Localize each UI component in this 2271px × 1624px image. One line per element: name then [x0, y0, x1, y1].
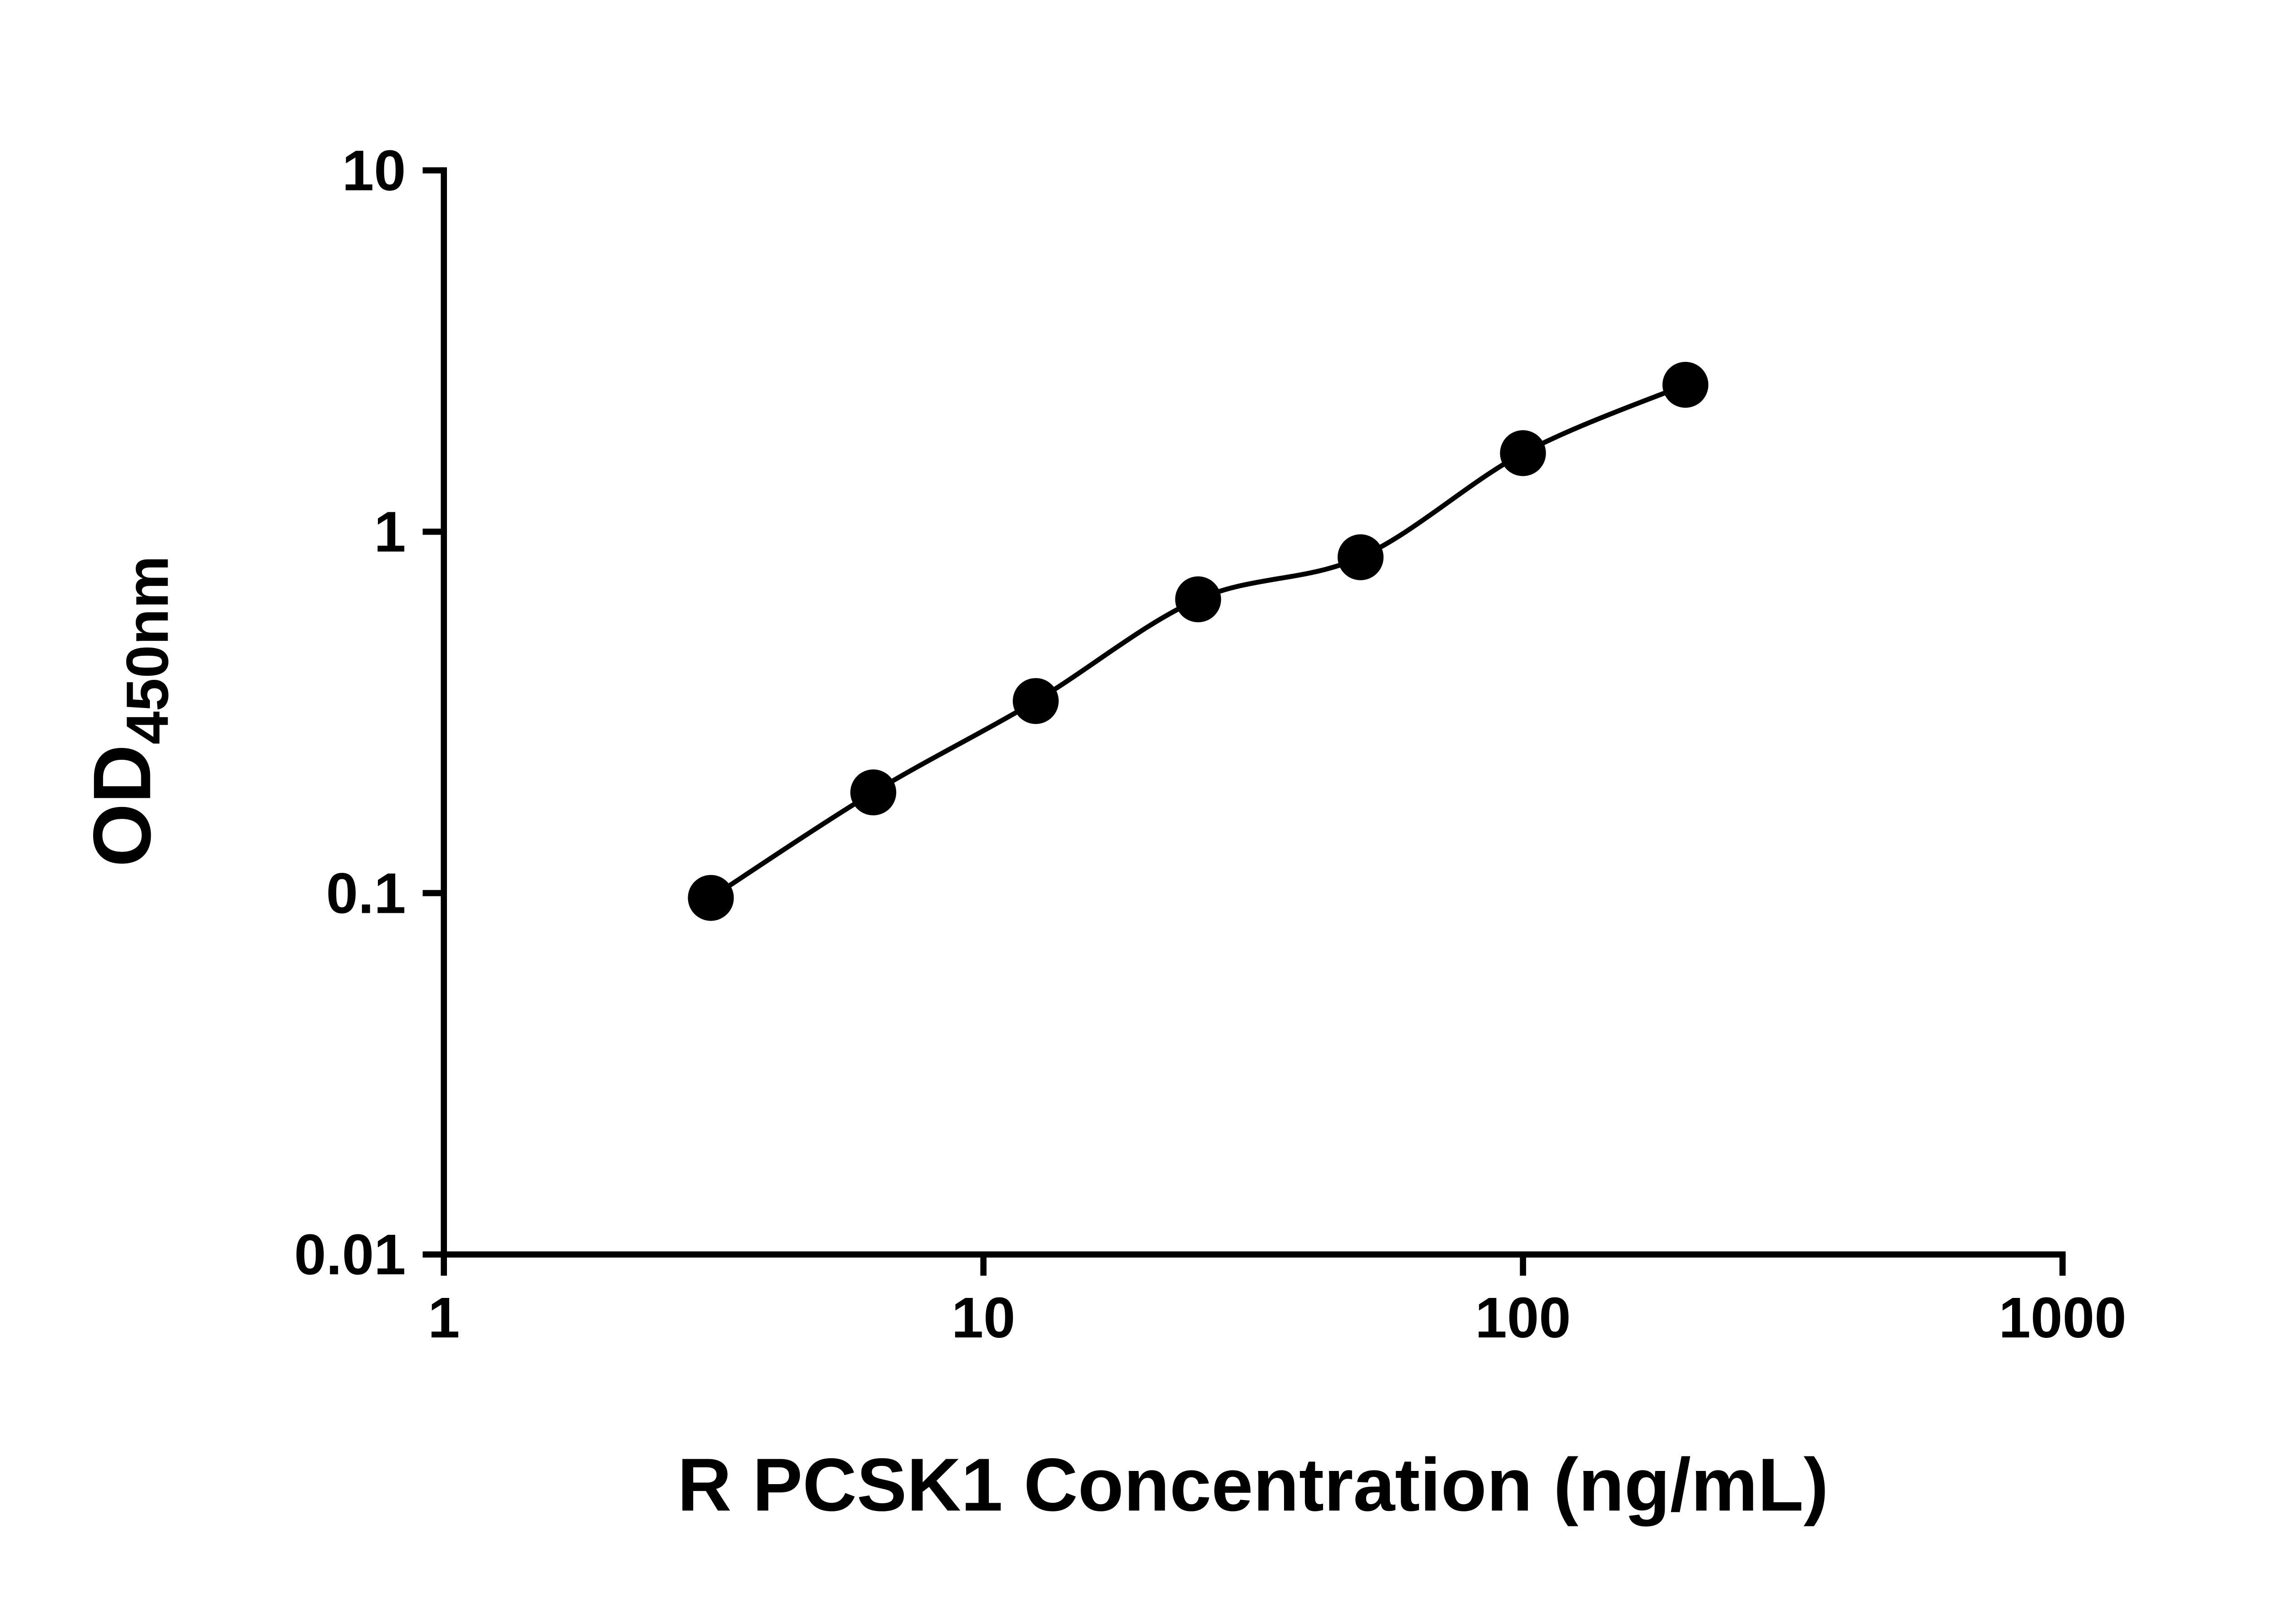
data-point-marker	[850, 769, 897, 816]
x-tick-label: 1000	[1998, 1286, 2126, 1350]
data-point-marker	[1662, 361, 1709, 408]
data-point-marker	[1337, 534, 1384, 580]
y-tick-label: 0.1	[326, 861, 406, 925]
x-axis-title: R PCSK1 Concentration (ng/mL)	[677, 1443, 1829, 1527]
y-tick-label: 0.01	[294, 1223, 406, 1287]
plot-area: 1 10 100 1000 0.01 0.1 1 10	[294, 139, 2127, 1350]
data-point-marker	[1012, 678, 1059, 724]
x-tick-label: 1	[428, 1286, 460, 1350]
y-axis-title-main: OD	[77, 744, 168, 867]
y-axis-title-subscript: 450nm	[114, 555, 181, 744]
y-tick-label: 1	[374, 500, 406, 564]
y-axis-title: OD450nm	[77, 555, 181, 867]
data-point-marker	[688, 875, 734, 921]
x-tick-label: 10	[952, 1286, 1016, 1350]
y-tick-label: 10	[342, 139, 406, 203]
data-point-marker	[1500, 430, 1546, 476]
data-point-marker	[1175, 576, 1221, 623]
x-tick-label: 100	[1475, 1286, 1571, 1350]
axis-frame	[441, 167, 2066, 1258]
